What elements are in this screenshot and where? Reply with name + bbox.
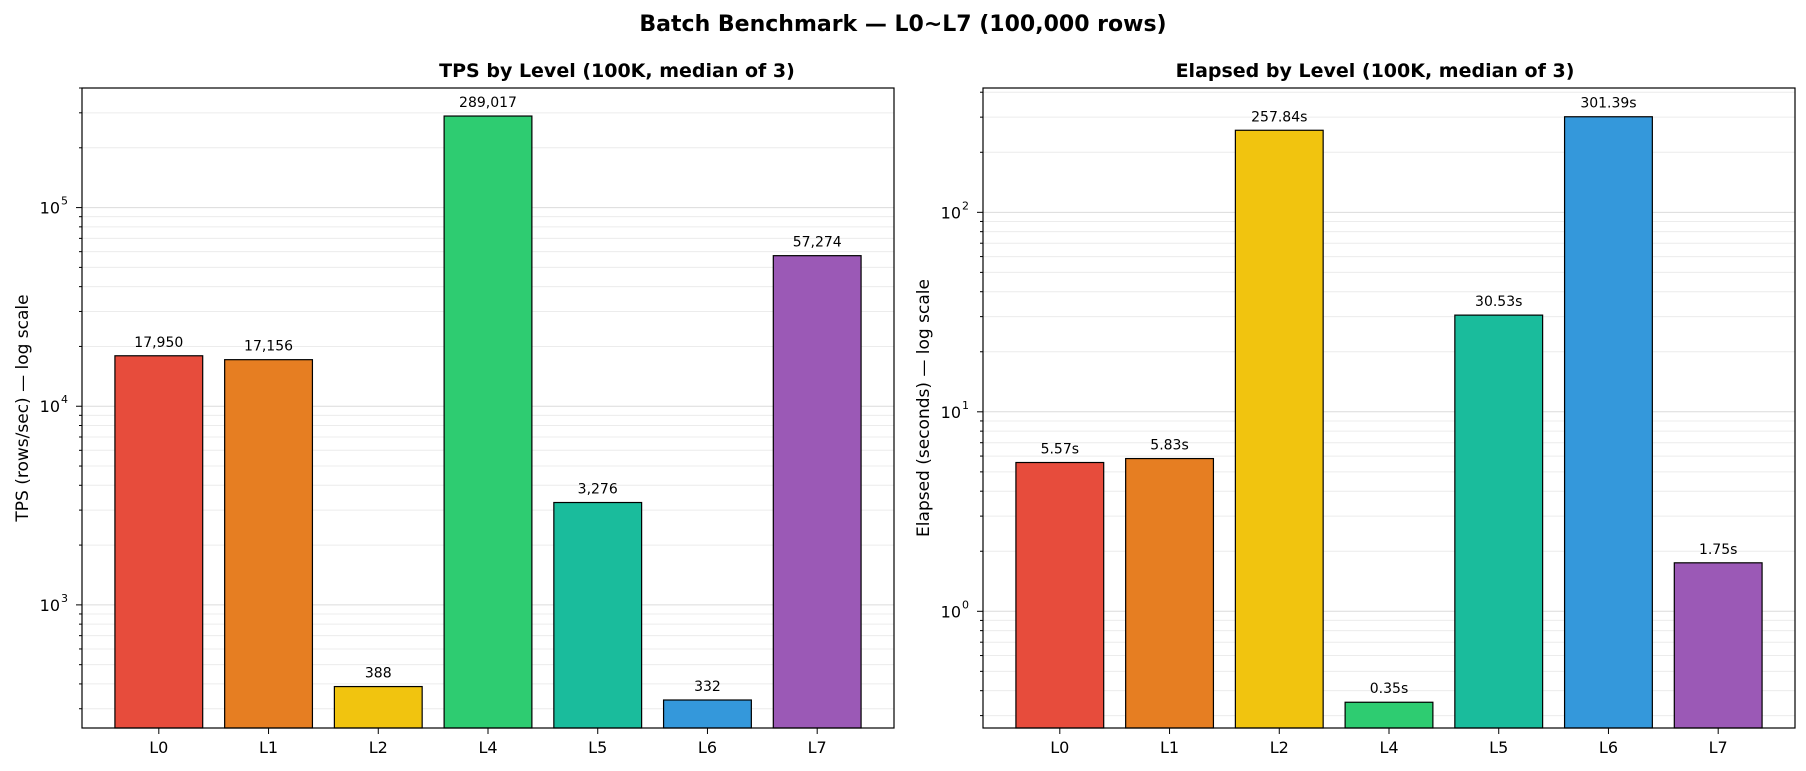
elapsed-chart-panel: Elapsed by Level (100K, median of 3) Ela… [914, 60, 1796, 757]
tps-data-label-l6: 332 [694, 679, 721, 695]
tps-ytick-exponent: 4 [61, 393, 68, 406]
elapsed-xtick-label-l7: L7 [1709, 738, 1728, 757]
tps-xtick-label-l5: L5 [588, 738, 607, 757]
tps-xtick-label-l1: L1 [259, 738, 278, 757]
elapsed-ytick-exponent: 2 [962, 199, 969, 212]
elapsed-grid [983, 91, 1795, 717]
tps-ytick-exponent: 5 [61, 195, 68, 208]
elapsed-ytick-label: 10 [941, 602, 961, 621]
tps-xtick-label-l6: L6 [698, 738, 717, 757]
elapsed-xtick-label-l1: L1 [1160, 738, 1179, 757]
elapsed-bar-l5 [1454, 314, 1544, 729]
elapsed-xtick-label-l6: L6 [1599, 738, 1618, 757]
tps-bar-l2 [333, 685, 423, 729]
tps-xtick-label-l4: L4 [478, 738, 497, 757]
elapsed-chart-title: Elapsed by Level (100K, median of 3) [1176, 60, 1575, 82]
tps-data-label-l4: 289,017 [459, 95, 517, 111]
tps-ytick-label: 10 [40, 596, 60, 615]
tps-ytick-label: 10 [40, 199, 60, 218]
elapsed-xtick-label-l4: L4 [1379, 738, 1398, 757]
elapsed-plot-frame [982, 87, 1796, 729]
elapsed-bar-l2 [1234, 129, 1324, 729]
elapsed-data-label-l6: 301.39s [1580, 96, 1636, 112]
tps-xtick-label-l2: L2 [369, 738, 388, 757]
elapsed-data-label-l0: 5.57s [1041, 442, 1079, 458]
tps-bars: 17,950 17,156 388 289,017 3,276 332 57,274 [114, 95, 862, 729]
elapsed-xtick-label-l0: L0 [1050, 738, 1069, 757]
elapsed-ytick-base: 10 [941, 403, 961, 422]
elapsed-ytick-base: 10 [941, 203, 961, 222]
tps-ytick-base: 10 [40, 596, 60, 615]
tps-chart-title: TPS by Level (100K, median of 3) [439, 60, 795, 82]
tps-bar-l1 [224, 359, 314, 729]
tps-data-label-l7: 57,274 [793, 235, 842, 251]
tps-chart-ylabel: TPS (rows/sec) — log scale [13, 294, 33, 522]
tps-bar-l5 [553, 501, 643, 729]
tps-bar-l4 [443, 115, 533, 729]
elapsed-bar-l4 [1344, 701, 1434, 729]
tps-xtick-label-l0: L0 [149, 738, 168, 757]
elapsed-data-label-l4: 0.35s [1370, 681, 1408, 697]
tps-plot-frame [81, 87, 895, 729]
tps-ytick-base: 10 [40, 397, 60, 416]
elapsed-ytick-exponent: 1 [962, 399, 969, 412]
elapsed-xtick-label-l5: L5 [1489, 738, 1508, 757]
tps-bar-l7 [772, 255, 862, 729]
tps-xtick-label-l7: L7 [808, 738, 827, 757]
elapsed-data-label-l7: 1.75s [1699, 542, 1737, 558]
tps-ytick-exponent: 3 [61, 592, 68, 605]
elapsed-bar-l1 [1125, 457, 1215, 729]
tps-chart-panel: TPS by Level (100K, median of 3) TPS (ro… [13, 60, 895, 757]
elapsed-data-label-l1: 5.83s [1150, 438, 1188, 454]
tps-data-label-l2: 388 [365, 666, 392, 682]
tps-data-label-l0: 17,950 [134, 335, 183, 351]
tps-data-label-l5: 3,276 [578, 482, 618, 498]
figure-suptitle: Batch Benchmark — L0~L7 (100,000 rows) [639, 12, 1166, 37]
tps-ytick-base: 10 [40, 199, 60, 218]
elapsed-data-label-l5: 30.53s [1475, 294, 1522, 310]
elapsed-ytick-base: 10 [941, 602, 961, 621]
tps-ytick-label: 10 [40, 397, 60, 416]
tps-bar-l0 [114, 355, 204, 729]
elapsed-xtick-label-l2: L2 [1270, 738, 1289, 757]
elapsed-bar-l6 [1563, 116, 1653, 729]
elapsed-ytick-label: 10 [941, 203, 961, 222]
elapsed-chart-ylabel: Elapsed (seconds) — log scale [914, 279, 934, 537]
tps-bar-l6 [662, 699, 752, 729]
elapsed-bar-l0 [1015, 461, 1105, 729]
tps-data-label-l1: 17,156 [244, 339, 293, 355]
elapsed-ytick-label: 10 [941, 403, 961, 422]
elapsed-bar-l7 [1673, 562, 1763, 729]
elapsed-data-label-l2: 257.84s [1251, 109, 1307, 125]
elapsed-ytick-exponent: 0 [962, 598, 969, 611]
